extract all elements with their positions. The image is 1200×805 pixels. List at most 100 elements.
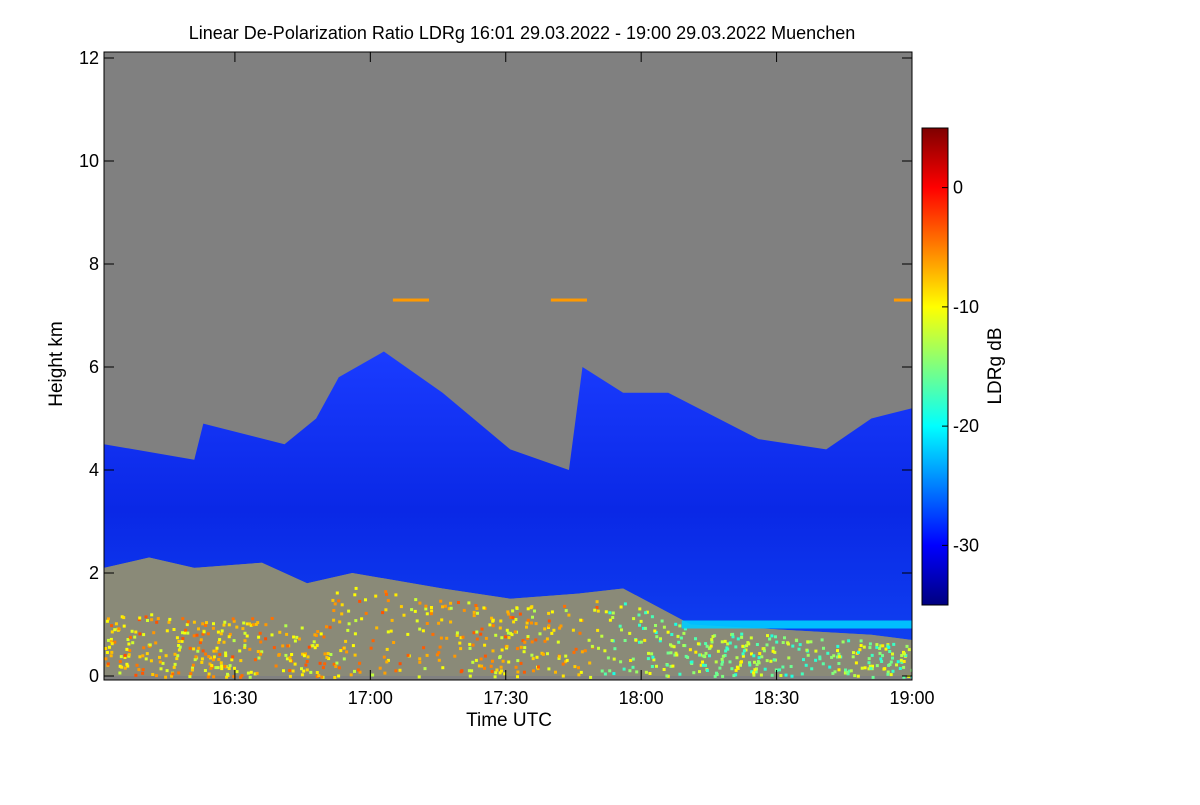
speckle-cell: [114, 622, 118, 626]
speckle-cell: [126, 638, 130, 641]
speckle-cell: [620, 628, 623, 632]
speckle-cell: [669, 664, 673, 668]
speckle-cell: [878, 651, 882, 655]
speckle-cell: [135, 663, 139, 667]
speckle-cell: [455, 633, 459, 637]
speckle-cell: [206, 632, 210, 636]
speckle-cell: [721, 654, 725, 658]
speckle-cell: [651, 655, 655, 659]
speckle-cell: [356, 668, 360, 672]
speckle-cell: [710, 638, 714, 642]
speckle-cell: [608, 669, 612, 673]
speckle-cell: [802, 658, 805, 662]
speckle-cell: [483, 666, 486, 670]
speckle-cell: [198, 641, 202, 645]
speckle-cell: [837, 652, 841, 656]
speckle-cell: [907, 648, 911, 652]
speckle-cell: [631, 657, 635, 661]
speckle-cell: [837, 668, 841, 672]
speckle-cell: [632, 617, 636, 621]
speckle-cell: [482, 606, 486, 610]
speckle-cell: [150, 613, 154, 617]
speckle-cell: [678, 672, 682, 676]
speckle-cell: [669, 643, 672, 647]
speckle-cell: [284, 624, 288, 628]
speckle-cell: [164, 654, 168, 658]
speckle-cell: [177, 639, 181, 643]
speckle-cell: [192, 634, 196, 638]
speckle-cell: [204, 624, 208, 627]
speckle-cell: [831, 671, 835, 675]
speckle-cell: [410, 608, 414, 612]
speckle-cell: [749, 636, 753, 640]
speckle-cell: [898, 667, 902, 670]
speckle-cell: [869, 667, 873, 670]
speckle-cell: [728, 660, 732, 664]
speckle-cell: [715, 671, 718, 675]
speckle-cell: [371, 639, 375, 643]
speckle-cell: [704, 642, 708, 646]
speckle-cell: [903, 652, 906, 656]
speckle-cell: [165, 629, 169, 633]
speckle-cell: [648, 672, 652, 675]
speckle-cell: [113, 640, 117, 644]
speckle-cell: [833, 670, 837, 674]
speckle-cell: [248, 675, 252, 679]
speckle-cell: [643, 626, 647, 630]
speckle-cell: [109, 637, 113, 641]
speckle-cell: [337, 666, 341, 670]
speckle-cell: [795, 639, 799, 643]
speckle-cell: [516, 670, 520, 674]
speckle-cell: [522, 650, 526, 654]
speckle-cell: [646, 657, 650, 661]
speckle-cell: [216, 630, 220, 634]
plot-frame: [103, 51, 913, 681]
speckle-cell: [821, 662, 825, 666]
speckle-cell: [759, 673, 763, 677]
speckle-cell: [353, 632, 357, 636]
speckle-cell: [577, 666, 580, 670]
speckle-cell: [880, 660, 884, 663]
speckle-cell: [798, 643, 802, 647]
speckle-cell: [385, 660, 389, 664]
colorbar-title: LDRg dB: [985, 327, 1006, 404]
speckle-cell: [526, 635, 530, 638]
speckle-cell: [892, 642, 896, 646]
speckle-cell: [459, 636, 463, 640]
speckle-cell: [763, 667, 767, 671]
speckle-cell: [216, 666, 220, 670]
x-tick-label: 18:30: [754, 688, 799, 708]
speckle-cell: [325, 625, 328, 629]
speckle-cell: [480, 664, 484, 668]
speckle-cell: [128, 635, 132, 639]
speckle-cell: [337, 674, 341, 678]
speckle-cell: [550, 631, 554, 635]
speckle-cell: [900, 654, 904, 657]
speckle-cell: [701, 654, 705, 658]
speckle-cell: [311, 644, 315, 648]
speckle-cell: [195, 633, 199, 637]
speckle-cell: [696, 642, 700, 646]
speckle-cell: [184, 628, 188, 632]
speckle-cell: [107, 617, 110, 621]
speckle-cell: [506, 631, 510, 635]
speckle-cell: [438, 645, 442, 649]
speckle-cell: [375, 626, 379, 630]
speckle-cell: [756, 660, 760, 664]
speckle-cell: [260, 650, 264, 654]
speckle-cell: [628, 631, 632, 635]
speckle-cell: [770, 634, 774, 638]
speckle-cell: [243, 645, 247, 649]
speckle-cell: [818, 657, 822, 661]
speckle-cell: [249, 623, 253, 627]
speckle-cell: [415, 619, 419, 623]
speckle-cell: [270, 633, 274, 637]
speckle-cell: [224, 651, 228, 655]
speckle-cell: [369, 646, 373, 650]
speckle-cell: [622, 667, 626, 671]
speckle-cell: [509, 615, 513, 619]
speckle-cell: [449, 601, 453, 605]
speckle-cell: [535, 655, 539, 659]
boundary-layer-speckle: [104, 586, 912, 679]
speckle-cell: [619, 605, 623, 609]
